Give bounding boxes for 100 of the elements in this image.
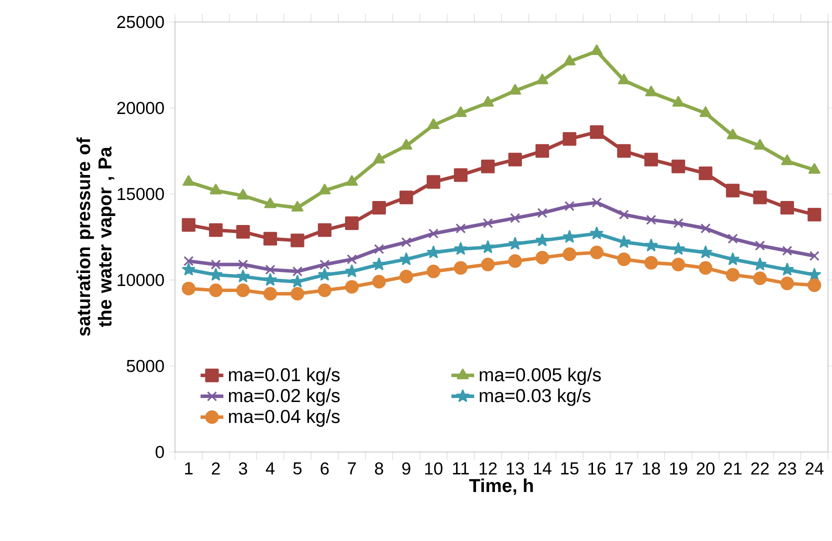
point — [210, 259, 221, 270]
point — [617, 144, 631, 158]
x-tick-label: 19 — [670, 462, 688, 475]
point — [182, 218, 196, 232]
x-tick-label: 13 — [506, 462, 524, 475]
point — [510, 213, 520, 224]
point — [428, 228, 439, 239]
point — [400, 252, 413, 265]
x-tick-label: 5 — [293, 462, 302, 474]
x-tick-label: 15 — [561, 462, 578, 474]
point — [399, 190, 414, 204]
point — [509, 84, 522, 95]
point — [808, 208, 822, 222]
point — [590, 246, 604, 260]
x-tick-label: 6 — [320, 462, 329, 475]
point — [808, 268, 821, 280]
x-tick-label: 23 — [778, 462, 796, 475]
point — [482, 96, 494, 107]
point — [753, 271, 767, 286]
legend-label: ma=0.04 kg/s — [228, 409, 340, 427]
x-tick-label: 14 — [534, 462, 552, 474]
legend-label: ma=0.005 kg/s — [480, 368, 601, 386]
point — [482, 218, 493, 228]
x-tick-label: 3 — [238, 462, 248, 475]
point — [590, 44, 603, 56]
point — [292, 266, 302, 276]
point — [590, 125, 604, 139]
point — [508, 152, 522, 166]
y-tick-label: 20000 — [117, 102, 164, 114]
point — [236, 270, 250, 282]
point — [426, 175, 440, 189]
x-tick-label: 16 — [588, 462, 606, 475]
x-tick-label: 24 — [806, 462, 824, 474]
point — [617, 252, 631, 266]
x-tick-label: 17 — [616, 462, 633, 474]
point — [346, 254, 357, 264]
point — [318, 223, 332, 237]
point — [209, 223, 223, 237]
legend-label: ma=0.03 kg/s — [480, 388, 590, 406]
point — [536, 144, 550, 158]
point — [346, 175, 358, 186]
point — [454, 168, 468, 182]
point — [726, 252, 740, 265]
point — [264, 273, 277, 286]
point — [672, 258, 686, 272]
point — [782, 246, 792, 256]
point — [590, 226, 604, 240]
point — [698, 261, 712, 275]
point — [481, 240, 494, 253]
point — [563, 230, 576, 243]
point — [780, 262, 794, 276]
point — [700, 106, 712, 117]
point — [508, 254, 522, 268]
point — [182, 175, 195, 186]
x-tick-label: 20 — [696, 462, 715, 475]
point — [345, 280, 359, 294]
point — [182, 282, 196, 296]
x-axis-title: Time, h — [469, 478, 533, 495]
x-tick-label: 4 — [266, 462, 275, 474]
point — [508, 237, 522, 250]
point — [700, 223, 711, 234]
point — [781, 154, 794, 166]
x-tick-label: 8 — [375, 462, 384, 475]
point — [536, 234, 549, 246]
point — [345, 216, 359, 230]
point — [481, 160, 495, 174]
point — [728, 234, 738, 244]
point — [209, 284, 223, 298]
point — [753, 258, 766, 270]
point — [754, 240, 766, 251]
point — [672, 242, 685, 255]
point — [592, 198, 602, 208]
x-tick-label: 9 — [402, 462, 410, 475]
point — [426, 264, 440, 278]
point — [644, 256, 658, 270]
point — [426, 246, 440, 258]
point — [562, 247, 576, 261]
y-tick-label: 15000 — [118, 188, 164, 200]
point — [808, 278, 822, 292]
point — [209, 268, 222, 280]
point — [263, 286, 278, 301]
x-tick-label: 22 — [751, 462, 769, 474]
x-tick-label: 11 — [453, 462, 469, 474]
x-tick-label: 12 — [480, 462, 497, 474]
point — [564, 54, 576, 66]
point — [618, 210, 629, 220]
point — [320, 259, 330, 270]
point — [808, 163, 820, 174]
point — [645, 86, 658, 96]
y-tick-label: 25000 — [117, 16, 164, 28]
legend-label: ma=0.01 kg/s — [228, 368, 340, 386]
point — [399, 270, 414, 284]
point — [290, 274, 304, 288]
point — [753, 190, 767, 204]
point — [562, 132, 576, 146]
point — [291, 200, 304, 212]
point — [699, 246, 712, 258]
point — [726, 268, 740, 282]
point — [236, 225, 250, 239]
point — [184, 256, 194, 266]
